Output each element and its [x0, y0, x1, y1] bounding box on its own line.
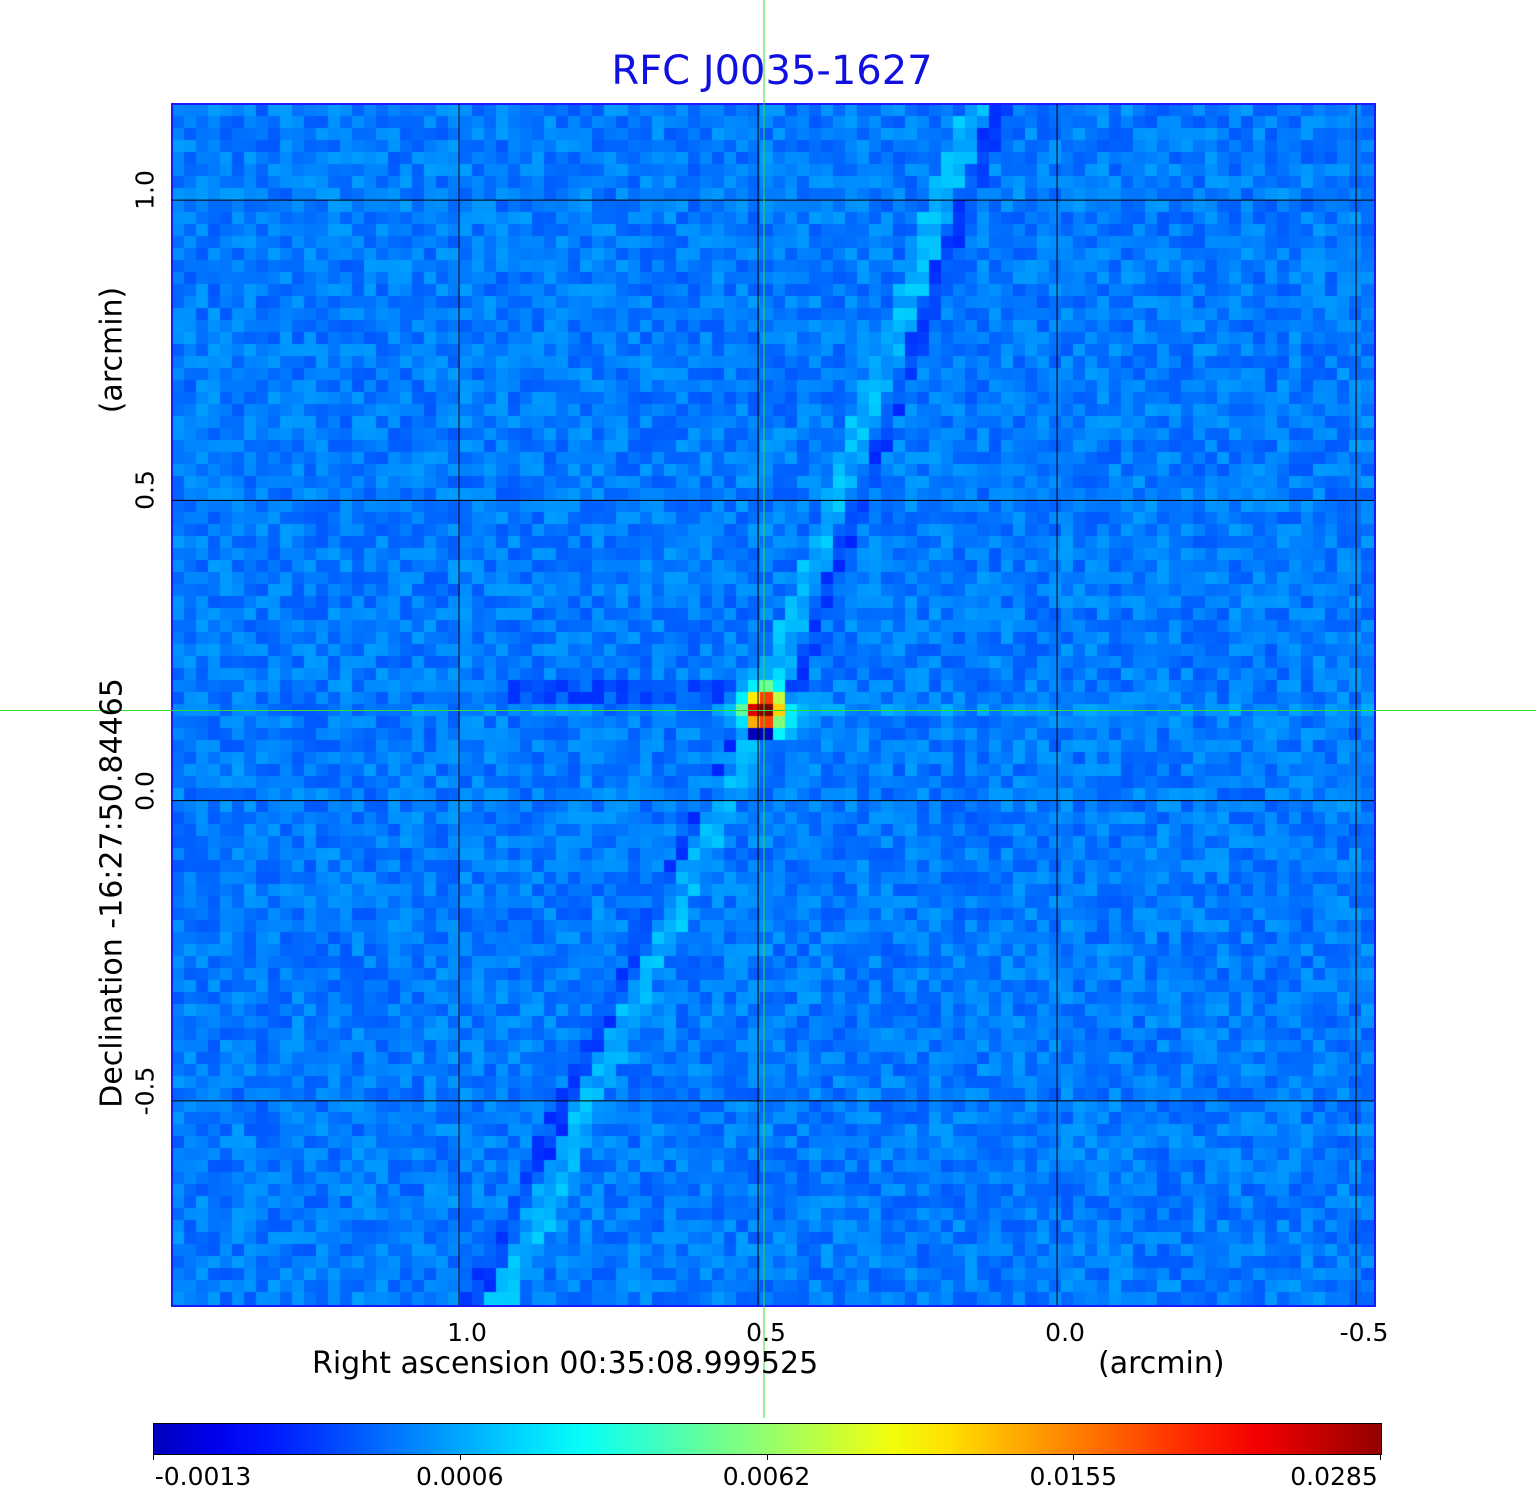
y-tick-label: 1.0 — [130, 170, 160, 210]
y-tick-label: -0.5 — [130, 1066, 160, 1116]
y-tick-label: 0.5 — [130, 470, 160, 511]
heatmap-image[interactable] — [172, 104, 1374, 1305]
colorbar-tick-mark — [1073, 1454, 1075, 1460]
colorbar-tick-mark — [766, 1454, 768, 1460]
colorbar-tick-label: 0.0285 — [1290, 1462, 1378, 1491]
colorbar-tick-mark — [1380, 1454, 1381, 1460]
x-tick-label: 0.0 — [1045, 1318, 1085, 1347]
x-tick-label: 1.0 — [447, 1318, 487, 1347]
y-axis-unit: (arcmin) — [94, 286, 130, 414]
colorbar-tick-label: 0.0006 — [416, 1462, 504, 1491]
colorbar-tick-label: 0.0155 — [1029, 1462, 1117, 1491]
colorbar — [153, 1423, 1382, 1455]
x-axis-label: Right ascension 00:35:08.999525 — [312, 1346, 819, 1381]
y-axis-label: Declination -16:27:50.84465 — [94, 678, 130, 1108]
colorbar-tick-label: -0.0013 — [154, 1462, 252, 1491]
x-axis-unit: (arcmin) — [1098, 1346, 1225, 1381]
x-tick-label: -0.5 — [1339, 1318, 1389, 1347]
x-tick-label: 0.5 — [746, 1318, 786, 1347]
colorbar-tick-mark — [459, 1454, 461, 1460]
colorbar-tick-label: 0.0062 — [722, 1462, 811, 1491]
chart-title: RFC J0035-1627 — [611, 48, 933, 94]
colorbar-tick-mark — [153, 1454, 154, 1460]
y-tick-label: 0.0 — [130, 770, 160, 811]
